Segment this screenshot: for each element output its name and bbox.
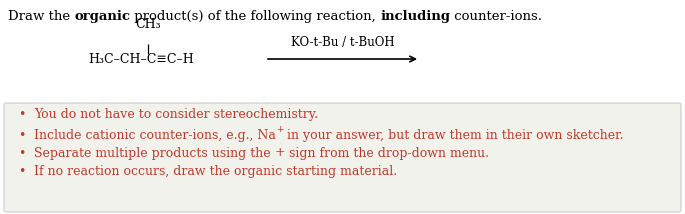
- Text: Draw the: Draw the: [8, 10, 75, 23]
- Text: KO-t-Bu / t-BuOH: KO-t-Bu / t-BuOH: [290, 36, 395, 49]
- Text: H₃C–CH–C≡C–H: H₃C–CH–C≡C–H: [88, 52, 194, 65]
- Text: product(s) of the following reaction,: product(s) of the following reaction,: [130, 10, 380, 23]
- Text: sign from the drop-down menu.: sign from the drop-down menu.: [285, 147, 489, 159]
- Text: counter-ions.: counter-ions.: [450, 10, 543, 23]
- FancyBboxPatch shape: [4, 103, 681, 212]
- Text: You do not have to consider stereochemistry.: You do not have to consider stereochemis…: [34, 107, 318, 120]
- Text: +: +: [275, 147, 285, 159]
- Text: +: +: [276, 125, 284, 135]
- Text: Include cationic counter-ions, e.g., Na: Include cationic counter-ions, e.g., Na: [34, 128, 276, 141]
- Text: •: •: [18, 147, 25, 159]
- Text: •: •: [18, 107, 25, 120]
- Text: including: including: [380, 10, 450, 23]
- Text: in your answer, but draw them in their own sketcher.: in your answer, but draw them in their o…: [284, 128, 624, 141]
- Text: •: •: [18, 128, 25, 141]
- Text: CH₃: CH₃: [135, 18, 161, 31]
- Text: Separate multiple products using the: Separate multiple products using the: [34, 147, 275, 159]
- Text: organic: organic: [75, 10, 130, 23]
- Text: •: •: [18, 165, 25, 177]
- Text: If no reaction occurs, draw the organic starting material.: If no reaction occurs, draw the organic …: [34, 165, 397, 177]
